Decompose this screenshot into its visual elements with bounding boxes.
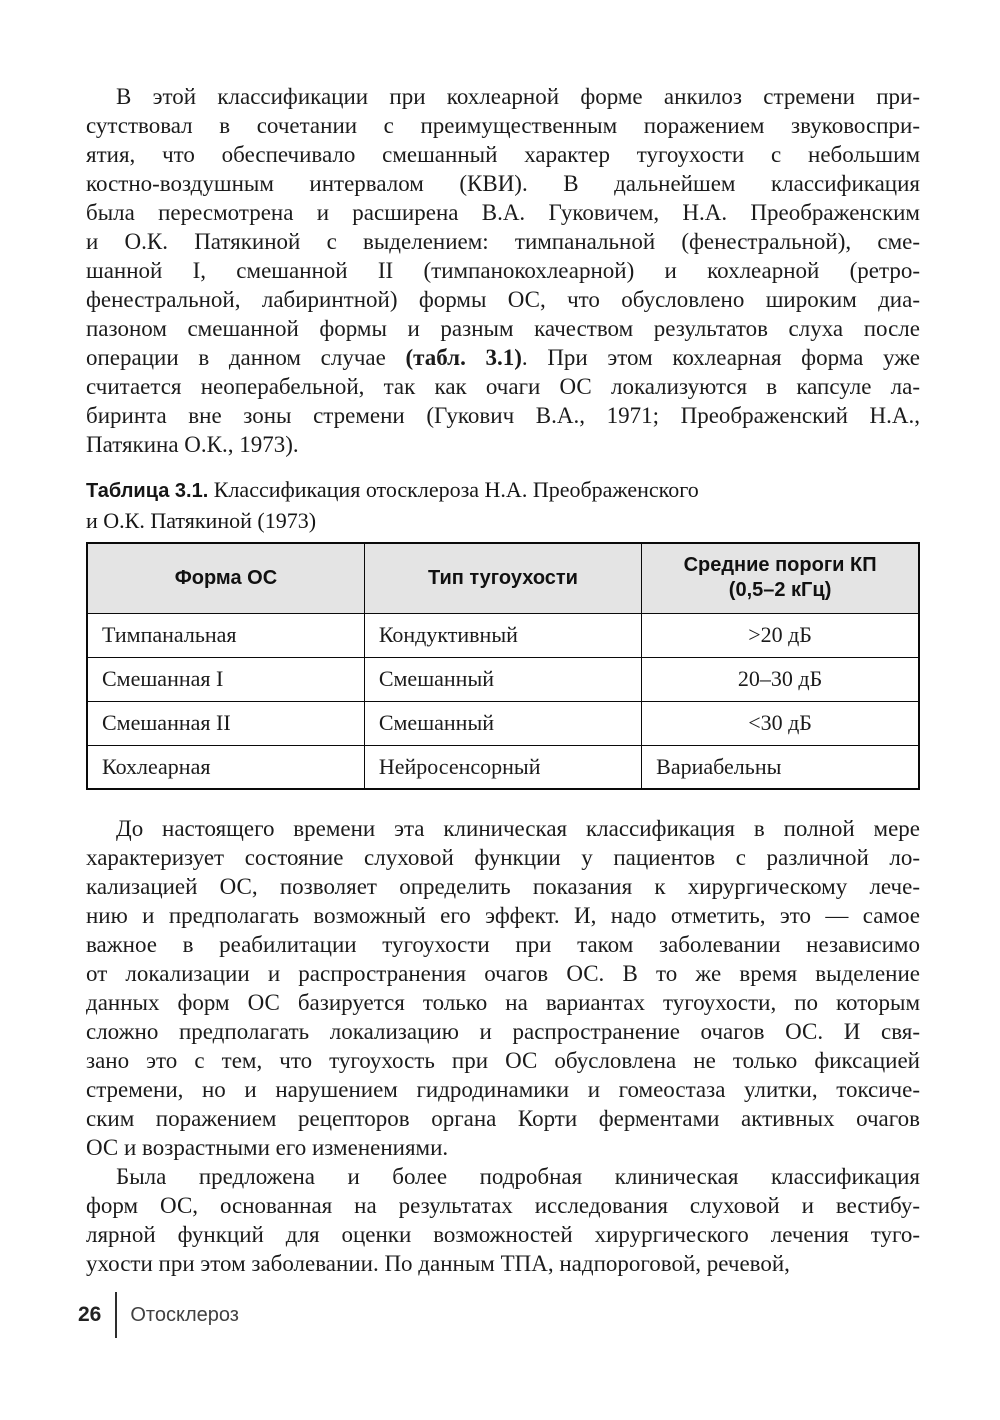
table-cell: 20–30 дБ: [641, 656, 920, 702]
table-cell: Нейросенсорный: [363, 744, 643, 790]
text-line: характеризует состояние слуховой функции…: [86, 845, 920, 870]
text-line: зано это с тем, что тугоухость при ОС об…: [86, 1048, 920, 1073]
text-line: нию и предполагать возможный его эффект.…: [86, 903, 920, 928]
text-line: и О.К. Патякиной с выделением: тимпаналь…: [86, 229, 920, 254]
table-cell: Кохлеарная: [86, 744, 365, 790]
text-line: В этой классификации при кохлеарной форм…: [116, 84, 920, 109]
text-line: костно-воздушным интервалом (КВИ). В дал…: [86, 171, 920, 196]
table-cell: Смешанная II: [86, 700, 365, 746]
classification-table: Форма ОС Тип тугоухости Средние пороги КП …: [86, 542, 920, 790]
text-line: операции в данном случае (табл. 3.1). Пр…: [86, 345, 921, 370]
text-line: ухости при этом заболевании. По данным Т…: [86, 1251, 790, 1276]
footer-divider: [115, 1292, 118, 1338]
text-line: шанной I, смешанной II (тимпанокохлеарно…: [86, 258, 920, 283]
table-cell: Тимпанальная: [86, 612, 365, 658]
paragraph-3: Была предложена и более подробная клинич…: [86, 1162, 920, 1278]
header-cell: Средние пороги КП (0,5–2 кГц): [641, 542, 920, 614]
paragraph-1: В этой классификации при кохлеарной форм…: [86, 82, 920, 459]
bold-table-reference: (табл. 3.1): [405, 345, 522, 370]
table-caption: Таблица 3.1. Классификация отосклероза Н…: [86, 475, 920, 536]
table-row: Смешанная II Смешанный <30 дБ: [86, 700, 920, 746]
table-cell: <30 дБ: [641, 700, 920, 746]
caption-line: Таблица 3.1. Классификация отосклероза Н…: [86, 477, 699, 502]
table-body: Тимпанальная Кондуктивный >20 дБ Смешанная …: [86, 612, 920, 790]
table-cell: Смешанный: [363, 700, 643, 746]
table-row: Тимпанальная Кондуктивный >20 дБ: [86, 612, 920, 658]
text-line: ятия, что обеспечивало смешанный характе…: [86, 142, 920, 167]
text-line: была пересмотрена и расширена В.А. Гуков…: [86, 200, 920, 225]
table-row: Кохлеарная Нейросенсорный Вариабельны: [86, 744, 920, 790]
text-line: от локализации и распространения очагов …: [86, 961, 920, 986]
header-cell: Тип тугоухости: [363, 542, 643, 614]
text-line: важное в реабилитации тугоухости при так…: [86, 932, 920, 957]
caption-number: Таблица 3.1.: [86, 480, 209, 502]
text-line: пазоном смешанной формы и разным качеств…: [86, 316, 920, 341]
text-line: ским поражением рецепторов органа Корти …: [86, 1106, 920, 1131]
text-line: До настоящего времени эта клиническая кл…: [116, 816, 920, 841]
text-line: сутствовал в сочетании с преимущественны…: [86, 113, 920, 138]
table-cell: Вариабельны: [641, 744, 920, 790]
text-line: форм ОС, основанная на результатах иссле…: [86, 1193, 920, 1218]
text-line: данных форм ОС базируется только на вари…: [86, 990, 920, 1015]
text-line: Была предложена и более подробная клинич…: [116, 1164, 920, 1189]
caption-line: и О.К. Патякиной (1973): [86, 508, 317, 533]
text-line: биринта вне зоны стремени (Гукович В.А.,…: [86, 403, 920, 428]
running-title: Отосклероз: [130, 1303, 239, 1326]
paragraph-2: До настоящего времени эта клиническая кл…: [86, 814, 920, 1162]
text-line: кализацией ОС, позволяет определить пока…: [86, 874, 920, 899]
text-line: сложно предполагать локализацию и распро…: [86, 1019, 920, 1044]
header-row: Форма ОС Тип тугоухости Средние пороги КП …: [86, 542, 920, 614]
text-line: фенестральной, лабиринтной) формы ОС, чт…: [86, 287, 920, 312]
table-cell: >20 дБ: [641, 612, 920, 658]
text-line: ОС и возрастными его изменениями.: [86, 1135, 449, 1160]
page-footer: 26 Отосклероз: [78, 1292, 239, 1338]
text-line: стремени, но и нарушением гидродинамики …: [86, 1077, 920, 1102]
table-header-row: Форма ОС Тип тугоухости Средние пороги КП …: [86, 542, 920, 614]
header-cell: Форма ОС: [86, 542, 365, 614]
table-row: Смешанная I Смешанный 20–30 дБ: [86, 656, 920, 702]
table-cell: Смешанная I: [86, 656, 365, 702]
text-line: Патякина О.К., 1973).: [86, 432, 299, 457]
page-content: В этой классификации при кохлеарной форм…: [86, 82, 920, 1278]
text-line: лярной функций для оценки возможностей х…: [86, 1222, 920, 1247]
table-cell: Кондуктивный: [363, 612, 643, 658]
text-line: считается неоперабельной, так как очаги …: [86, 374, 920, 399]
table-cell: Смешанный: [363, 656, 643, 702]
page-number: 26: [78, 1303, 102, 1326]
